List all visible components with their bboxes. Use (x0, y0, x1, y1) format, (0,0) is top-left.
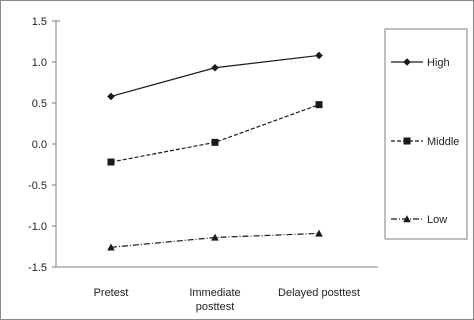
point-low (211, 233, 219, 241)
x-tick-label: Immediate (189, 287, 240, 299)
point-high (107, 92, 115, 101)
legend: High Middle Low (391, 57, 459, 226)
point-middle (315, 101, 323, 109)
x-tick-label: posttest (196, 301, 235, 313)
y-tick-label: -1.0 (28, 221, 47, 233)
point-high (211, 63, 219, 72)
point-middle (211, 138, 219, 146)
legend-box (384, 28, 468, 240)
x-tick-label: Delayed posttest (278, 287, 360, 299)
x-tick-label: Pretest (94, 287, 129, 299)
legend-label-high: High (427, 57, 450, 69)
y-tick-label: -0.5 (28, 180, 47, 192)
y-tick-label: 1.0 (32, 57, 47, 69)
y-tick-label: -1.5 (28, 262, 47, 274)
point-high (315, 51, 323, 60)
legend-marker-high (403, 58, 411, 66)
y-tick-label: 0.0 (32, 139, 47, 151)
point-low (107, 243, 115, 251)
x-tick-labels: Pretest Immediate posttest Delayed posttest (94, 287, 360, 313)
legend-marker-middle (403, 137, 411, 145)
legend-label-low: Low (427, 214, 447, 226)
legend-label-middle: Middle (427, 136, 459, 148)
series-line-high (110, 54, 320, 98)
y-tick-label: 0.5 (32, 98, 47, 110)
point-low (315, 229, 323, 237)
y-tick-label: 1.5 (32, 16, 47, 28)
series-line-middle (110, 104, 320, 163)
legend-marker-low (403, 215, 411, 223)
point-middle (107, 158, 115, 166)
series-layer (107, 51, 323, 251)
y-ticks: 1.5 1.0 0.5 0.0 -0.5 -1.0 -1.5 (28, 16, 56, 274)
